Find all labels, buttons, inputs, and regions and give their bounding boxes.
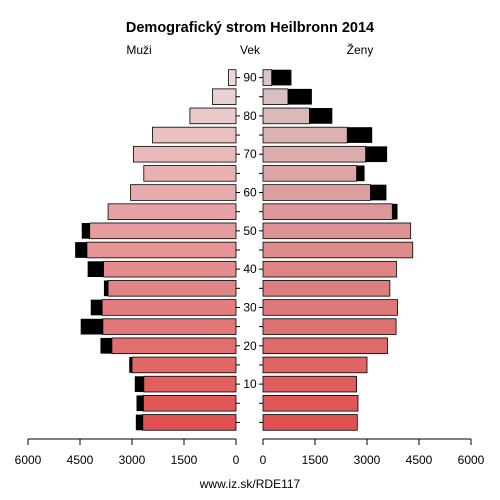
male-excess-bar <box>81 222 90 239</box>
center-axis-label: Vek <box>240 43 261 57</box>
male-bar <box>111 337 237 355</box>
female-bar <box>262 107 310 125</box>
female-excess-bar <box>370 184 387 201</box>
male-excess-bar <box>136 395 144 412</box>
female-bar <box>262 375 357 393</box>
male-bar <box>143 165 237 182</box>
female-bar <box>262 395 359 412</box>
female-bar <box>262 260 397 278</box>
age-tick-label: 70 <box>243 147 257 161</box>
male-bar <box>212 88 237 105</box>
left-series-label: Muži <box>126 43 151 57</box>
male-excess-bar <box>129 357 132 373</box>
male-bar <box>142 414 237 431</box>
male-bar <box>102 318 237 335</box>
plot-area: 10 20 30 40 50 60 70 80 90 0 0 1500 1500 3000 3000 4500… <box>15 69 485 467</box>
chart-title: Demografický strom Heilbronn 2014 <box>126 20 374 36</box>
male-bar <box>131 356 237 374</box>
age-tick-label: 50 <box>243 224 257 238</box>
female-excess-bar <box>365 146 388 163</box>
male-x-tick-label: 6000 <box>15 453 42 467</box>
source-label: www.iz.sk/RDE117 <box>199 477 301 491</box>
female-excess-bar <box>309 108 333 124</box>
male-x-tick-label: 0 <box>233 453 240 467</box>
male-excess-bar <box>87 261 104 278</box>
male-bar <box>86 241 237 259</box>
age-tick-label: 10 <box>243 377 257 391</box>
female-x-tick-label: 3000 <box>354 453 381 467</box>
female-excess-bar <box>271 69 292 86</box>
male-bar <box>107 280 237 297</box>
female-bar <box>262 280 391 297</box>
female-bar <box>262 88 289 105</box>
female-bar <box>262 203 393 220</box>
female-x-tick-label: 4500 <box>406 453 433 467</box>
female-bar <box>262 356 368 374</box>
female-x-tick-label: 6000 <box>458 453 485 467</box>
male-x-tick-label: 1500 <box>171 453 198 467</box>
male-x-tick-label: 4500 <box>67 453 94 467</box>
female-bar <box>262 318 397 335</box>
female-bar <box>262 184 371 201</box>
male-bar <box>130 184 237 201</box>
male-x-tick-label: 3000 <box>119 453 146 467</box>
right-series-label: Ženy <box>347 42 374 57</box>
male-excess-bar <box>135 414 143 431</box>
male-excess-bar <box>103 280 109 297</box>
male-bar <box>189 107 237 125</box>
age-tick-label: 40 <box>243 262 257 276</box>
female-bar <box>262 165 357 182</box>
age-tick-label: 80 <box>243 109 257 123</box>
age-tick-label: 20 <box>243 339 257 353</box>
female-bar <box>262 414 358 431</box>
female-excess-bar <box>287 88 312 105</box>
male-excess-bar <box>100 337 112 354</box>
male-bar <box>227 69 237 86</box>
male-excess-bar <box>134 376 144 392</box>
male-bar <box>143 375 237 393</box>
female-excess-bar <box>356 165 365 182</box>
female-x-tick-label: 1500 <box>302 453 329 467</box>
age-tick-label: 30 <box>243 300 257 314</box>
male-bar <box>103 260 237 278</box>
female-bar <box>262 145 367 163</box>
male-bar <box>107 203 237 220</box>
male-bar <box>152 126 237 144</box>
male-excess-bar <box>90 299 103 316</box>
female-bar <box>262 241 414 259</box>
male-bar <box>132 145 237 163</box>
male-excess-bar <box>75 242 87 258</box>
age-tick-label: 90 <box>243 71 257 85</box>
female-bar <box>262 299 398 316</box>
female-bar <box>262 69 273 86</box>
female-x-tick-label: 0 <box>260 453 267 467</box>
male-bar <box>101 299 237 316</box>
female-bar <box>262 337 388 355</box>
male-bar <box>89 222 237 240</box>
male-bar <box>143 395 237 412</box>
age-tick-label: 60 <box>243 186 257 200</box>
female-excess-bar <box>347 127 373 143</box>
female-excess-bar <box>392 203 398 220</box>
male-excess-bar <box>80 318 103 335</box>
female-bar <box>262 126 348 144</box>
female-bar <box>262 222 412 240</box>
